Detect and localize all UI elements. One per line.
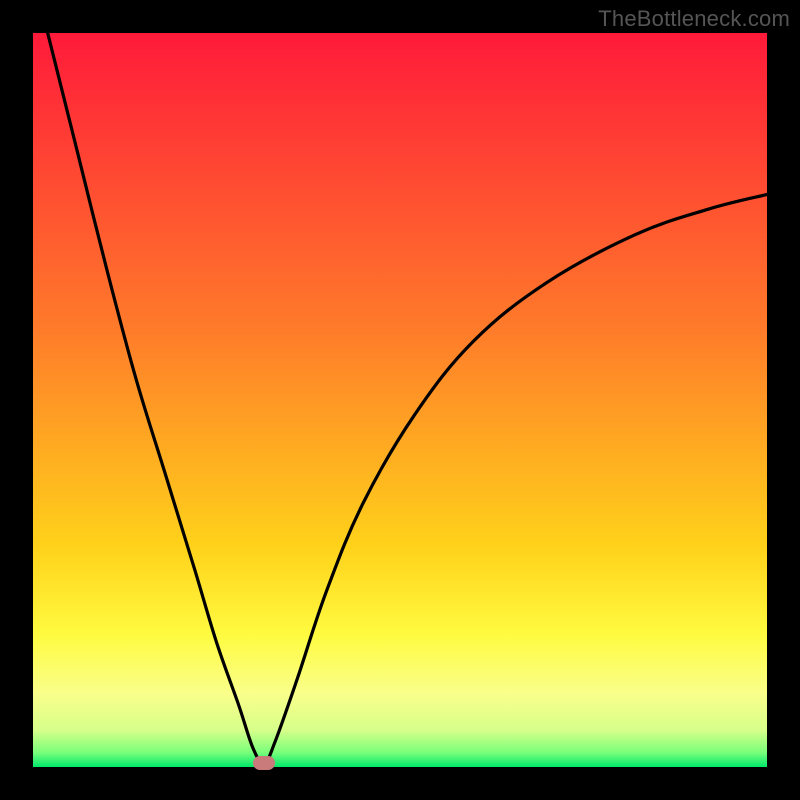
curve-layer bbox=[33, 33, 767, 767]
watermark-text: TheBottleneck.com bbox=[598, 6, 790, 32]
bottleneck-curve bbox=[48, 33, 767, 764]
chart-container: TheBottleneck.com bbox=[0, 0, 800, 800]
plot-area bbox=[33, 33, 767, 767]
optimum-marker bbox=[253, 756, 275, 770]
